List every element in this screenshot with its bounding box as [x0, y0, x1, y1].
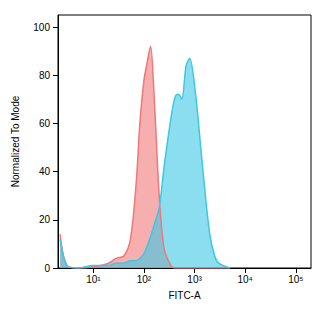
svg-text:100: 100	[33, 22, 50, 33]
svg-text:40: 40	[39, 166, 51, 177]
svg-text:10³: 10³	[187, 274, 202, 285]
svg-text:80: 80	[39, 70, 51, 81]
svg-text:20: 20	[39, 214, 51, 225]
svg-text:10²: 10²	[137, 274, 152, 285]
svg-text:FITC-A: FITC-A	[168, 290, 201, 301]
svg-text:0: 0	[44, 263, 50, 274]
svg-text:10¹: 10¹	[86, 274, 101, 285]
svg-text:10⁵: 10⁵	[288, 274, 303, 285]
svg-text:60: 60	[39, 118, 51, 129]
svg-text:Normalized To Mode: Normalized To Mode	[10, 95, 21, 187]
svg-text:10⁴: 10⁴	[237, 274, 252, 285]
